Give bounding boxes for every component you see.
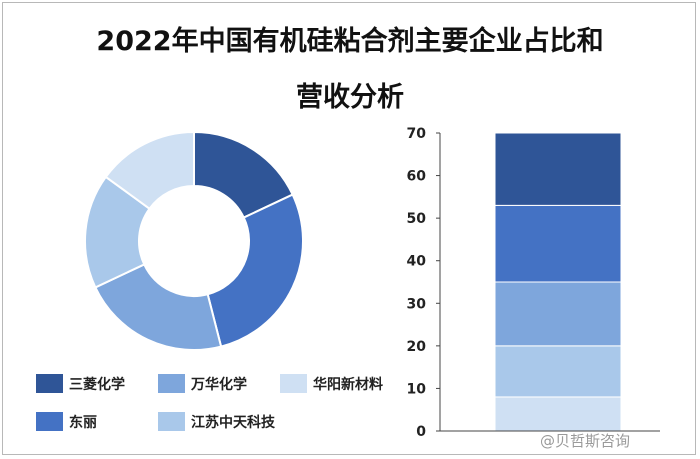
y-tick-label-1: 10	[407, 381, 427, 397]
bar-segment-3	[494, 204, 622, 283]
title-line-1: 2022年中国有机硅粘合剂主要企业占比和	[96, 26, 604, 57]
title-line-2: 营收分析	[296, 82, 404, 113]
legend-label-3: 东丽	[69, 414, 97, 431]
y-tick-label-4: 40	[407, 254, 427, 270]
chart-title: 2022年中国有机硅粘合剂主要企业占比和 营收分析	[40, 14, 660, 126]
y-tick-label-2: 20	[407, 339, 427, 355]
y-tick-label-6: 60	[407, 169, 427, 185]
legend-label-2: 华阳新材料	[313, 376, 383, 393]
donut-chart	[84, 130, 304, 351]
bar-segment-4	[494, 132, 622, 206]
y-tick-label-5: 50	[407, 211, 427, 227]
y-tick-label-7: 70	[407, 126, 427, 142]
donut-slice-2	[94, 263, 223, 351]
bar-segment-2	[494, 281, 622, 347]
legend-swatch-0	[36, 374, 63, 393]
legend-swatch-3	[36, 412, 63, 431]
legend-swatch-2	[280, 374, 307, 393]
y-tick-label-0: 0	[416, 424, 426, 440]
legend-swatch-4	[158, 412, 185, 431]
y-tick-label-3: 30	[407, 296, 427, 312]
stacked-bar-chart: 0 10 20 30 40 50 60 70	[407, 126, 660, 440]
legend-label-1: 万华化学	[190, 376, 247, 393]
legend-swatch-1	[158, 374, 185, 393]
watermark: @贝哲斯咨询	[540, 432, 631, 450]
donut-slice-1	[206, 193, 304, 348]
bar-segment-1	[494, 345, 622, 398]
legend-label-0: 三菱化学	[69, 376, 125, 393]
donut-slice-4	[104, 130, 195, 211]
legend-label-4: 江苏中天科技	[191, 414, 276, 431]
bar-segment-0	[494, 396, 622, 432]
